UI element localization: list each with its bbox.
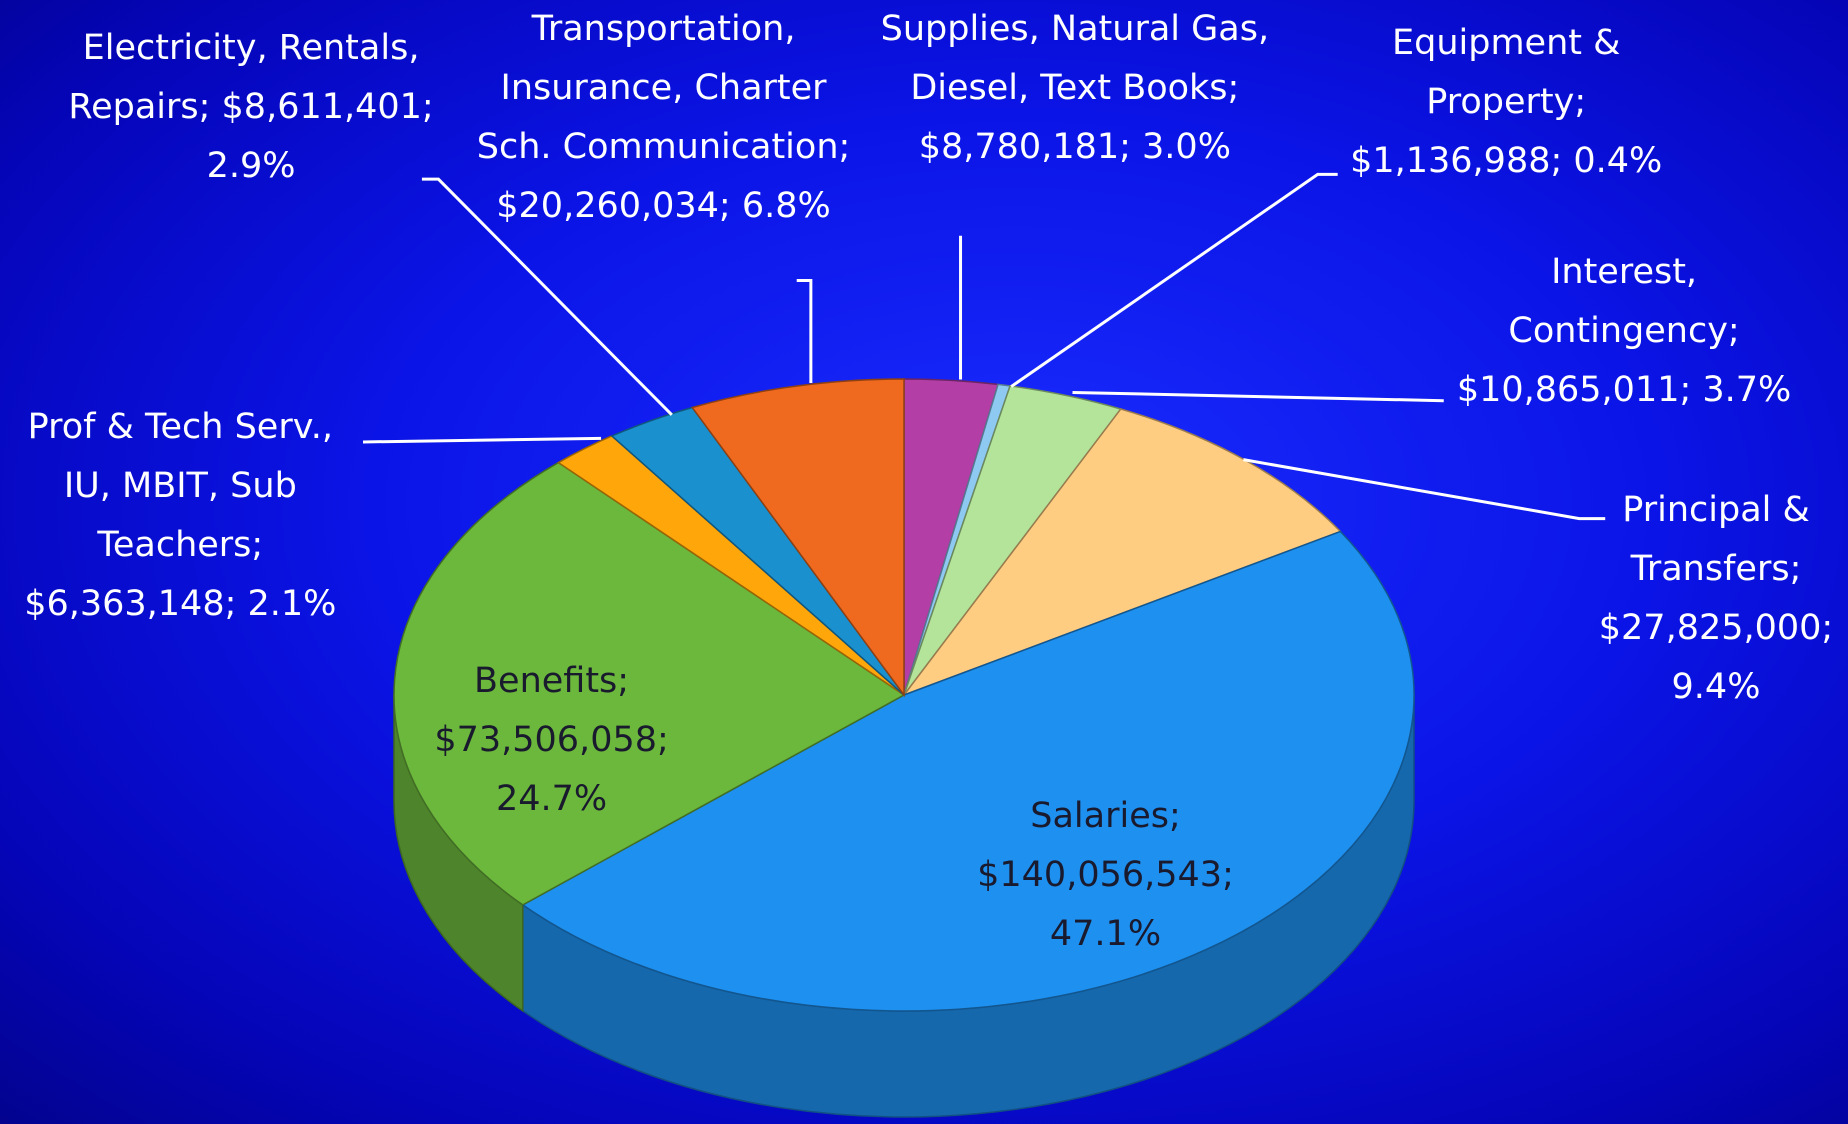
- data-label: Supplies, Natural Gas, Diesel, Text Book…: [880, 9, 1270, 167]
- leader-line: [1072, 390, 1444, 403]
- leader-line: [421, 177, 673, 416]
- leader-line: [1243, 458, 1606, 521]
- leader-line: [796, 279, 813, 384]
- slice: [521, 530, 1415, 1012]
- slice: [393, 461, 906, 906]
- data-label: Prof & Tech Serv., IU, MBIT, Sub Teacher…: [24, 407, 337, 625]
- data-label: Principal & Transfers; $27,825,000; 9.4%: [1598, 489, 1834, 707]
- leader-line: [1010, 172, 1338, 388]
- data-label: Equipment & Property; $1,136,988; 0.4%: [1350, 23, 1663, 182]
- data-label: Transportation, Insurance, Charter Sch. …: [476, 9, 851, 226]
- slice: [691, 378, 905, 698]
- leader-line: [362, 436, 602, 444]
- data-label: Salaries; $140,056,543; 47.1%: [977, 796, 1234, 955]
- data-label: Electricity, Rentals, Repairs; $8,611,40…: [68, 27, 434, 186]
- data-label: Interest, Contingency; $10,865,011; 3.7%: [1456, 251, 1792, 410]
- data-label: Benefits; $73,506,058; 24.7%: [434, 660, 669, 819]
